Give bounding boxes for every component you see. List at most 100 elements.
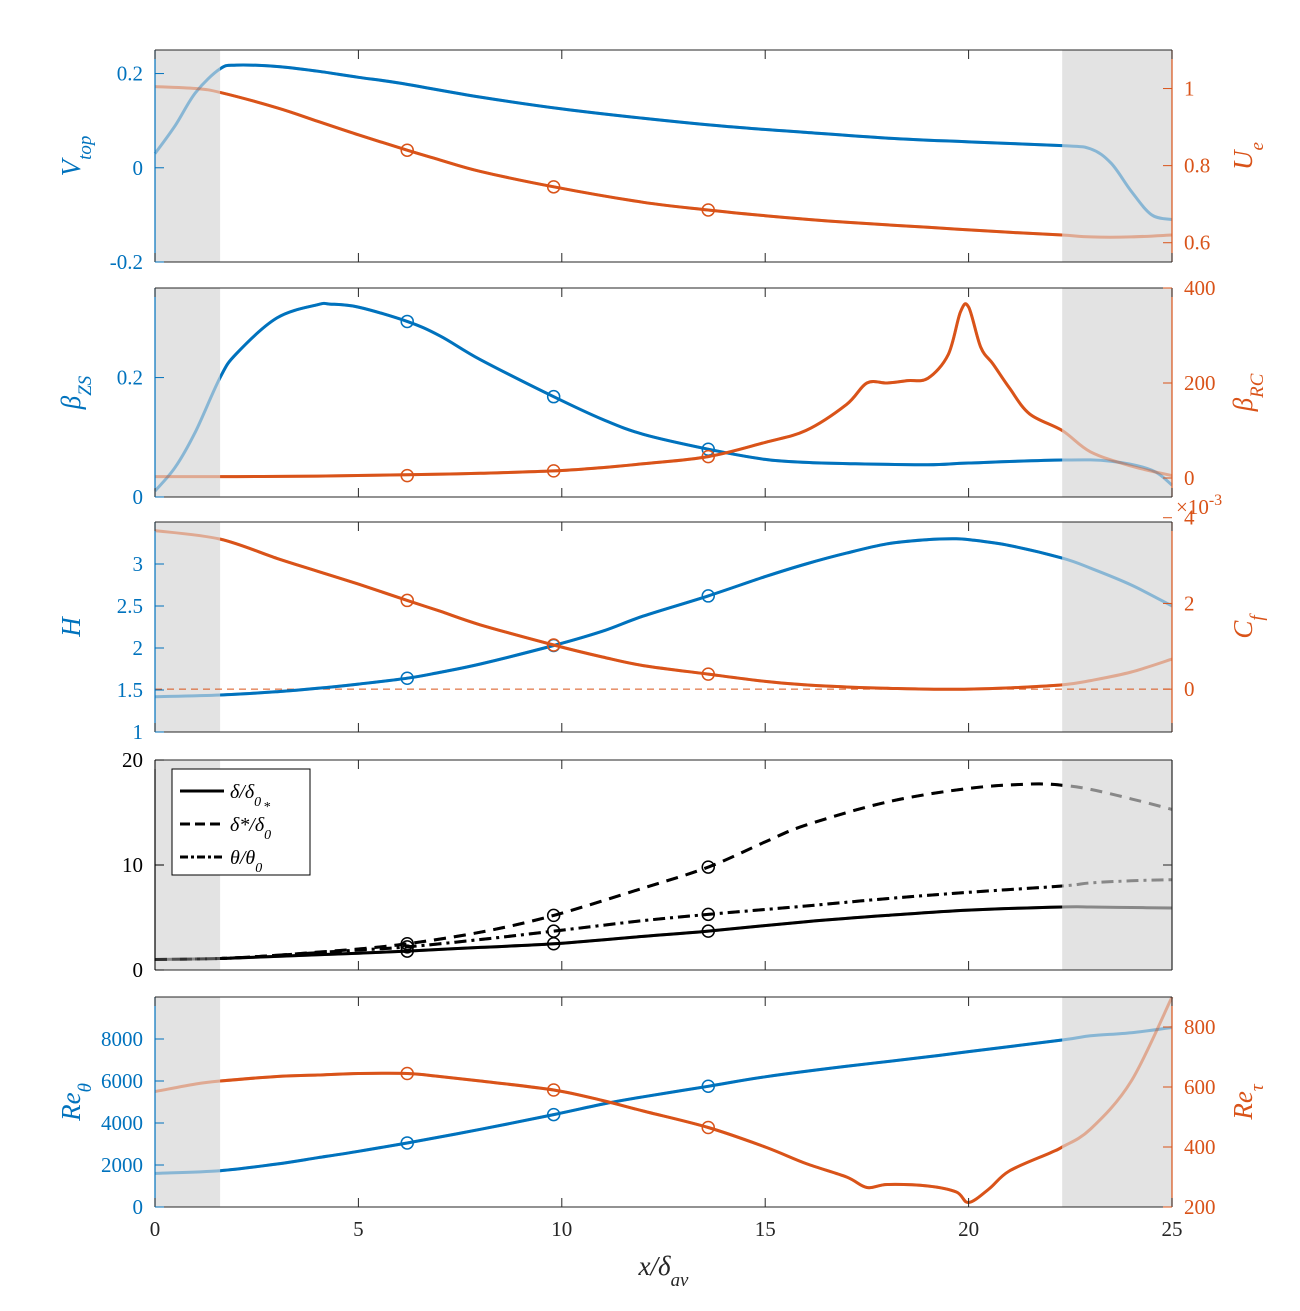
right-tick-label: 2 bbox=[1184, 591, 1195, 615]
series-line-faded-δ/δ0 bbox=[154, 905, 1173, 961]
right-tick-label: 400 bbox=[1184, 1135, 1216, 1159]
series-line-Reθ bbox=[220, 1038, 1063, 1173]
data-marker-Reθ bbox=[400, 1136, 414, 1150]
data-marker-Ue bbox=[546, 180, 561, 194]
series-line-faded-Ue bbox=[154, 85, 1173, 239]
label-subscript: e bbox=[1247, 142, 1268, 150]
left-tick-label: 8000 bbox=[101, 1027, 143, 1051]
scale-factor-base: ×10 bbox=[1176, 495, 1209, 519]
left-axis-label: Vtop bbox=[56, 136, 96, 177]
label-subscript: θ bbox=[75, 1083, 96, 1092]
shaded-region-outlet bbox=[1062, 997, 1172, 1207]
shaded-region-outlet bbox=[1062, 522, 1172, 732]
data-marker-βZS bbox=[400, 314, 414, 329]
right-tick-label: 200 bbox=[1184, 371, 1216, 395]
data-marker-δ/δ0 bbox=[400, 944, 414, 958]
x-tick-label: 15 bbox=[755, 1217, 776, 1241]
data-marker-Reθ bbox=[546, 1107, 561, 1122]
left-axis-label: βZS bbox=[56, 375, 96, 410]
data-marker-δ*/δ0* bbox=[400, 937, 414, 951]
series-line-Reτ bbox=[220, 1071, 1063, 1204]
left-tick-label: 0 bbox=[133, 1195, 144, 1219]
label-main: U bbox=[1228, 149, 1258, 170]
data-marker-βZS bbox=[546, 389, 561, 404]
shaded-region-inlet bbox=[155, 50, 221, 262]
label-main: β bbox=[1228, 397, 1258, 412]
x-tick-label: 5 bbox=[353, 1217, 364, 1241]
legend-label: δ/δ0 bbox=[230, 781, 261, 810]
series-line-faded-Reθ bbox=[154, 1026, 1173, 1175]
data-marker-Ue bbox=[400, 143, 414, 157]
data-marker-θ/θ0 bbox=[546, 924, 561, 938]
right-tick-label: 0 bbox=[1184, 466, 1195, 490]
x-tick-label: 10 bbox=[551, 1217, 572, 1241]
data-marker-Ue bbox=[701, 203, 715, 217]
legend-box bbox=[171, 768, 311, 876]
label-main: θ/θ bbox=[230, 847, 255, 869]
data-marker-δ*/δ0* bbox=[546, 908, 561, 923]
legend-label: θ/θ0 bbox=[230, 847, 262, 876]
label-main: β bbox=[56, 395, 86, 410]
left-tick-label: 0 bbox=[133, 156, 144, 180]
data-marker-βRC bbox=[400, 468, 414, 483]
series-line-Vtop bbox=[220, 63, 1063, 148]
scale-factor-exponent: -3 bbox=[1209, 492, 1222, 509]
panel-shape-factor-friction: 1 1.5 2 2.5 3 0 2 4 H Cf ×10-3 bbox=[56, 492, 1268, 744]
legend: δ/δ0δ*/δ0*θ/θ0 bbox=[171, 768, 311, 876]
x-tick-label: 20 bbox=[958, 1217, 979, 1241]
shaded-region-inlet bbox=[155, 522, 221, 732]
left-axis-label: H bbox=[56, 616, 86, 638]
label-subscript: τ bbox=[1247, 1083, 1268, 1091]
label-main: δ/δ bbox=[230, 781, 255, 803]
right-axis-label: Reτ bbox=[1228, 1083, 1268, 1120]
label-subscript: 0 bbox=[254, 795, 261, 810]
label-main: x/δ bbox=[638, 1251, 671, 1281]
data-marker-δ/δ0 bbox=[701, 924, 715, 938]
label-subscript: 0 bbox=[264, 828, 271, 843]
x-axis-label: x/δav bbox=[638, 1251, 689, 1291]
data-marker-Reτ bbox=[546, 1083, 561, 1097]
label-subscript: top bbox=[75, 136, 96, 160]
right-tick-label: 400 bbox=[1184, 276, 1216, 300]
data-marker-H bbox=[400, 671, 414, 685]
left-tick-label: 0.2 bbox=[117, 366, 143, 390]
label-subscript: f bbox=[1247, 613, 1268, 621]
right-tick-label: 4 bbox=[1184, 506, 1195, 530]
data-marker-Cf bbox=[701, 667, 715, 681]
series-line-βRC bbox=[220, 302, 1063, 479]
data-marker-δ*/δ0* bbox=[701, 860, 715, 874]
shaded-region-inlet bbox=[155, 288, 221, 497]
left-tick-label: 20 bbox=[122, 748, 143, 772]
right-tick-label: 800 bbox=[1184, 1015, 1216, 1039]
series-line-faded-Vtop bbox=[153, 63, 1173, 222]
data-marker-H bbox=[701, 589, 715, 603]
panel-velocity: -0.2 0 0.2 0.6 0.8 1 Vtop Ue bbox=[56, 49, 1268, 274]
left-tick-label: 0 bbox=[133, 485, 144, 509]
series-line-Ue bbox=[220, 90, 1063, 237]
left-tick-label: 10 bbox=[122, 853, 143, 877]
series-line-βZS bbox=[220, 301, 1063, 467]
label-main: Re bbox=[56, 1092, 86, 1121]
shaded-region-inlet bbox=[155, 997, 221, 1207]
right-axis-label: Ue bbox=[1228, 142, 1268, 170]
label-superscript: * bbox=[263, 800, 270, 815]
data-marker-βRC bbox=[546, 464, 561, 478]
left-tick-label: 2 bbox=[133, 636, 144, 660]
left-tick-label: 6000 bbox=[101, 1069, 143, 1093]
series-line-H bbox=[220, 537, 1063, 697]
right-tick-label: 0 bbox=[1184, 677, 1195, 701]
right-tick-label: 1 bbox=[1184, 77, 1195, 101]
series-line-faded-Reτ bbox=[154, 996, 1174, 1204]
label-subscript: 0 bbox=[255, 861, 262, 876]
label-main: H bbox=[56, 616, 86, 638]
left-tick-label: 0.2 bbox=[117, 62, 143, 86]
left-tick-label: 0 bbox=[133, 958, 144, 982]
label-subscript: RC bbox=[1247, 373, 1268, 399]
data-marker-Reτ bbox=[701, 1120, 715, 1135]
series-line-δ*/δ0* bbox=[220, 782, 1063, 961]
data-marker-θ/θ0 bbox=[701, 907, 715, 922]
data-marker-Cf bbox=[546, 638, 561, 652]
